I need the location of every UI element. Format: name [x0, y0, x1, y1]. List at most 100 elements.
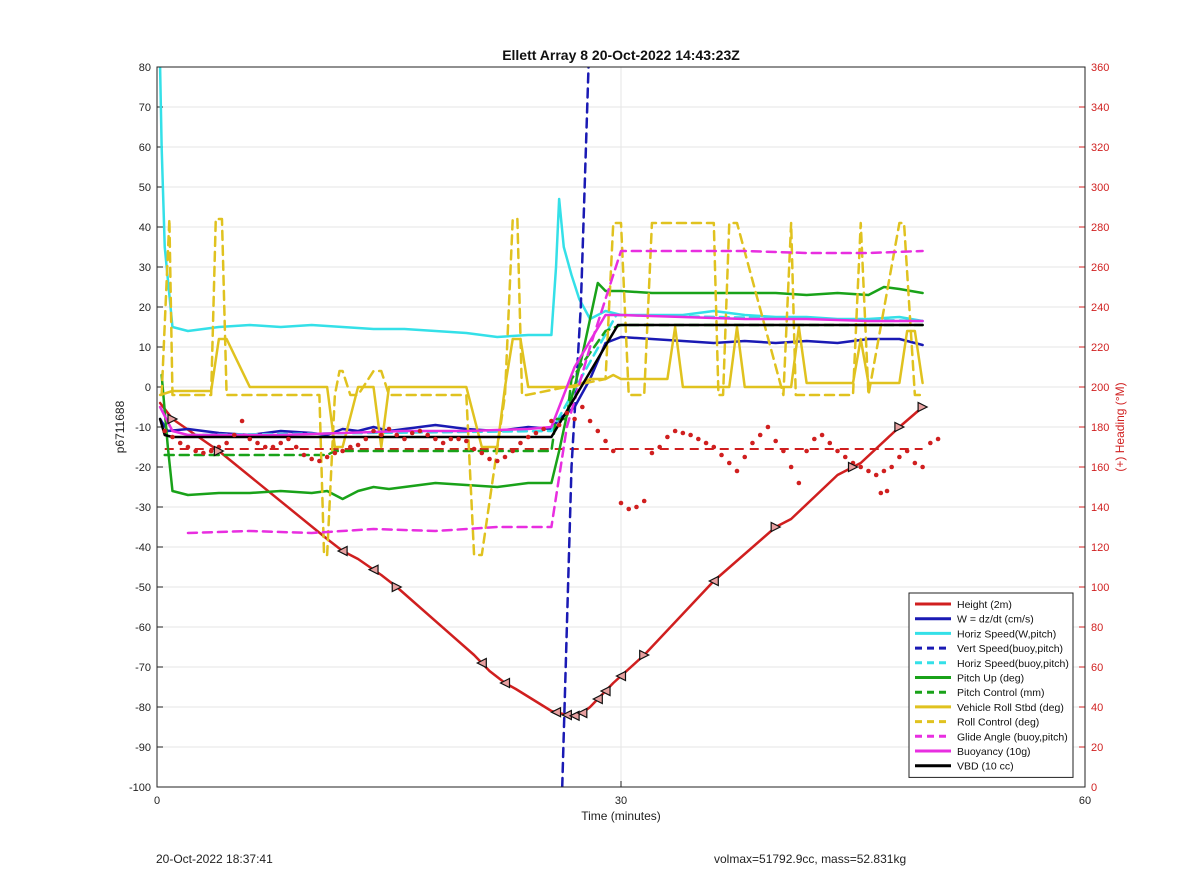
triangle-marker — [167, 413, 179, 425]
heading-point — [572, 416, 577, 422]
y2-tick-label: 280 — [1091, 222, 1109, 234]
heading-point — [610, 448, 616, 454]
y2-tick-label: 200 — [1091, 382, 1109, 394]
heading-point — [657, 444, 662, 450]
y2-tick-label: 300 — [1091, 182, 1109, 194]
triangle-marker — [336, 545, 348, 557]
triangle-markers — [167, 401, 929, 722]
heading-point — [580, 404, 585, 410]
series-line-3 — [560, 67, 590, 787]
series-line-9 — [186, 249, 924, 535]
heading-point — [278, 440, 284, 446]
triangle-marker — [475, 657, 487, 669]
heading-point — [804, 448, 809, 454]
heading-point — [618, 500, 624, 506]
heading-point — [827, 440, 833, 446]
triangle-marker — [550, 706, 562, 718]
heading-point — [224, 440, 229, 446]
x-tick-label: 60 — [1079, 795, 1091, 807]
y-tick-label: 60 — [139, 142, 151, 154]
heading-point — [734, 468, 740, 474]
heading-point — [348, 444, 353, 450]
heading-point — [239, 418, 245, 424]
heading-point — [471, 446, 477, 452]
heading-point — [866, 468, 871, 474]
series-line-7 — [158, 325, 924, 449]
y-axis-label: p6711688 — [113, 400, 127, 453]
y-tick-label: -30 — [135, 502, 151, 514]
triangle-marker — [591, 693, 603, 705]
heading-point — [262, 444, 268, 450]
heading-point — [510, 448, 516, 454]
heading-point — [433, 436, 438, 442]
triangle-marker — [770, 521, 782, 533]
triangle-marker — [599, 685, 611, 697]
heading-point — [649, 450, 655, 456]
heading-point — [920, 464, 925, 470]
series-line-10 — [158, 313, 924, 437]
heading-point — [309, 456, 314, 462]
heading-point — [711, 444, 717, 450]
heading-point — [518, 440, 523, 446]
y2-tick-label: 40 — [1091, 702, 1103, 714]
triangle-marker — [391, 581, 403, 593]
y-tick-label: -10 — [135, 422, 151, 434]
heading-point — [912, 460, 918, 466]
y-tick-label: 20 — [139, 302, 151, 314]
triangle-marker — [894, 421, 906, 433]
y-tick-label: 40 — [139, 222, 151, 234]
heading-point — [773, 438, 778, 444]
series-line-8 — [160, 217, 924, 557]
legend-box — [908, 592, 1074, 778]
heading-point — [549, 418, 554, 424]
heading-point — [185, 444, 191, 450]
legend: Height (2m) W = dz/dt (cm/s) Horiz Speed(W… — [908, 592, 1074, 778]
legend-label: Roll Control (deg) — [957, 717, 1039, 729]
heading-point — [897, 454, 902, 460]
heading-point — [858, 464, 864, 470]
heading-point — [819, 432, 825, 438]
series-line-1 — [158, 335, 924, 437]
triangle-marker — [847, 461, 859, 473]
heading-point — [665, 434, 670, 440]
heading-point — [464, 438, 469, 444]
legend-label: Pitch Control (mm) — [957, 687, 1045, 699]
heading-point — [409, 430, 415, 436]
heading-point — [301, 452, 307, 458]
heading-point — [587, 418, 593, 424]
heading-point — [641, 498, 647, 504]
heading-point — [904, 448, 910, 454]
heading-point — [208, 448, 214, 454]
heading-point — [889, 464, 894, 470]
heading-point — [878, 490, 884, 496]
y-tick-label: 80 — [139, 62, 151, 74]
footer-timestamp: 20-Oct-2022 18:37:41 — [156, 852, 273, 866]
y2-tick-label: 0 — [1091, 782, 1097, 794]
triangle-marker — [917, 401, 929, 413]
y2-tick-label: 120 — [1091, 542, 1109, 554]
heading-point — [425, 432, 430, 438]
heading-point — [703, 440, 709, 446]
y2-tick-label: 240 — [1091, 302, 1109, 314]
heading-point — [324, 454, 330, 460]
heading-point — [556, 422, 562, 428]
heading-point — [317, 458, 322, 464]
y2-tick-label: 340 — [1091, 102, 1109, 114]
heading-point — [788, 464, 794, 470]
y-tick-label: 30 — [139, 262, 151, 274]
heading-point — [935, 436, 941, 442]
heading-point — [440, 440, 446, 446]
heading-point — [765, 424, 771, 430]
y2-axis-label: (+) Heading (°M) — [1113, 382, 1127, 471]
heading-point — [494, 458, 500, 464]
heading-point — [757, 432, 763, 438]
heading-point — [293, 444, 299, 450]
heading-point — [603, 438, 608, 444]
legend-label: Buoyancy (10g) — [957, 746, 1031, 758]
heading-point — [487, 456, 492, 462]
legend-label: Vert Speed(buoy,pitch) — [957, 643, 1063, 655]
y2-tick-label: 140 — [1091, 502, 1109, 514]
heading-point — [162, 428, 168, 434]
legend-label: Horiz Speed(W,pitch) — [957, 628, 1056, 640]
